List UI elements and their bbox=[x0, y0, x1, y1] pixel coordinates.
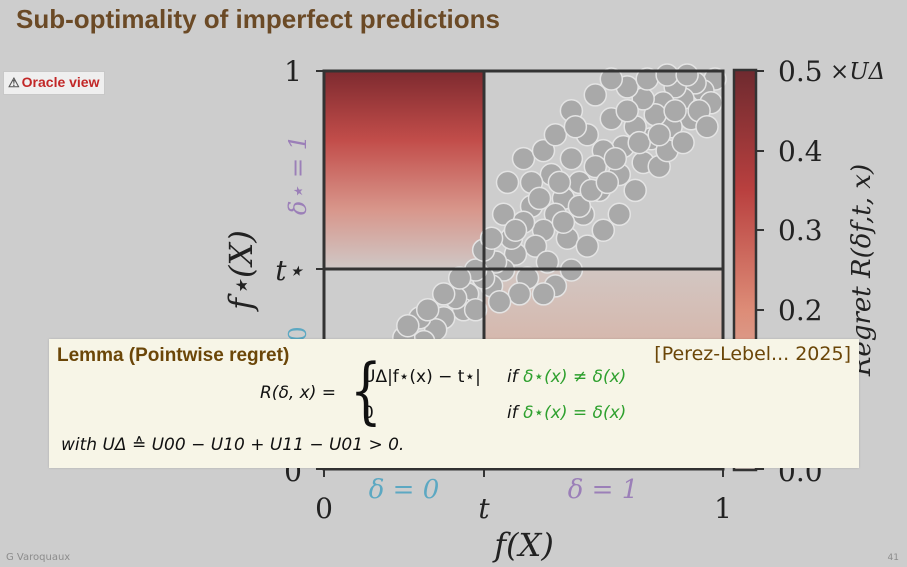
scatter-point bbox=[567, 194, 592, 219]
scatter-point bbox=[547, 170, 572, 195]
colorbar-unit: ×UΔ bbox=[830, 59, 885, 85]
lemma-lhs: R(δ, x) = bbox=[260, 383, 336, 403]
scatter-point bbox=[583, 154, 608, 179]
scatter-point bbox=[675, 63, 699, 87]
colorbar-tick-0.5: 0.5 bbox=[778, 55, 823, 88]
case2-expression: 0 bbox=[363, 403, 374, 423]
scatter-point bbox=[591, 218, 616, 242]
scatter-point bbox=[543, 122, 568, 147]
scatter-point bbox=[527, 186, 552, 211]
scatter-point bbox=[479, 226, 504, 250]
case1-expression: UΔ|f⋆(x) − t⋆| bbox=[363, 367, 481, 387]
lemma-box: Lemma (Pointwise regret) [Perez-Lebel...… bbox=[49, 339, 859, 468]
region-label-delta-0: δ = 0 bbox=[369, 475, 440, 505]
x-axis-label: f(X) bbox=[492, 526, 554, 564]
scatter-point bbox=[511, 146, 536, 171]
scatter-point bbox=[563, 114, 588, 139]
scatter-point bbox=[531, 138, 556, 163]
lemma-definition: with UΔ ≙ U00 − U10 + U11 − U01 > 0. bbox=[61, 435, 405, 455]
scatter-point bbox=[583, 83, 608, 107]
case1-condition: if δ⋆(x) ≠ δ(x) bbox=[507, 367, 626, 387]
case1-cond-text: δ⋆(x) ≠ δ(x) bbox=[523, 367, 627, 387]
scatter-point bbox=[615, 99, 639, 123]
y-axis-label: f⋆(X) bbox=[222, 230, 260, 312]
slide-title: Sub-optimality of imperfect predictions bbox=[16, 4, 500, 34]
case2-cond-text: δ⋆(x) = δ(x) bbox=[523, 403, 627, 423]
region-label-delta-star-1: δ⋆ = 1 bbox=[284, 135, 312, 215]
scatter-point bbox=[695, 114, 719, 139]
scatter-point bbox=[503, 218, 528, 242]
scatter-point bbox=[623, 178, 647, 203]
case2-condition: if δ⋆(x) = δ(x) bbox=[507, 403, 626, 423]
scatter-point bbox=[495, 170, 520, 195]
regret-region-top-left bbox=[324, 71, 484, 269]
page-number: 41 bbox=[887, 553, 899, 563]
scatter-point bbox=[487, 290, 512, 314]
scatter-point bbox=[415, 298, 440, 322]
y-tick-1: 1 bbox=[284, 55, 302, 88]
scatter-point bbox=[663, 99, 687, 123]
scatter-point bbox=[491, 202, 516, 227]
case1-if: if bbox=[507, 367, 524, 387]
x-tick-1: 1 bbox=[714, 492, 732, 525]
scatter-point bbox=[655, 63, 679, 87]
scatter-point bbox=[431, 282, 456, 306]
scatter-point bbox=[396, 313, 420, 338]
scatter-point bbox=[551, 210, 576, 234]
scatter-point bbox=[595, 170, 620, 195]
oracle-view-badge: ⚠ Oracle view bbox=[3, 71, 106, 95]
region-label-delta-star-0: 0 bbox=[284, 326, 312, 341]
colorbar-tick-0.2: 0.2 bbox=[778, 294, 823, 327]
scatter-point bbox=[647, 122, 671, 147]
scatter-point bbox=[523, 234, 548, 258]
scatter-point bbox=[575, 234, 600, 258]
scatter-point bbox=[447, 266, 472, 290]
x-tick-t: t bbox=[478, 492, 490, 525]
lemma-citation: [Perez-Lebel... 2025] bbox=[654, 343, 851, 365]
case2-if: if bbox=[507, 403, 524, 423]
scatter-point bbox=[599, 67, 624, 91]
x-tick-0: 0 bbox=[315, 492, 333, 525]
scatter-point bbox=[463, 298, 488, 322]
scatter-point bbox=[671, 130, 695, 155]
oracle-view-label: Oracle view bbox=[21, 74, 100, 90]
colorbar-tick-0.3: 0.3 bbox=[778, 214, 823, 247]
warning-icon: ⚠ bbox=[8, 75, 20, 90]
scatter-point bbox=[531, 282, 556, 306]
case-brace: { bbox=[350, 348, 382, 433]
scatter-point bbox=[603, 146, 628, 171]
scatter-point bbox=[559, 146, 584, 171]
axis-ticks bbox=[316, 70, 724, 477]
scatter-point bbox=[507, 282, 532, 306]
lemma-title: Lemma (Pointwise regret) bbox=[57, 345, 290, 366]
scatter-point bbox=[627, 130, 651, 155]
footer-author: G Varoquaux bbox=[6, 552, 71, 563]
region-label-delta-1: δ = 1 bbox=[568, 475, 639, 505]
y-tick-t-star: t⋆ bbox=[275, 254, 304, 287]
colorbar-tick-0.4: 0.4 bbox=[778, 135, 823, 168]
scatter-point bbox=[607, 202, 632, 227]
